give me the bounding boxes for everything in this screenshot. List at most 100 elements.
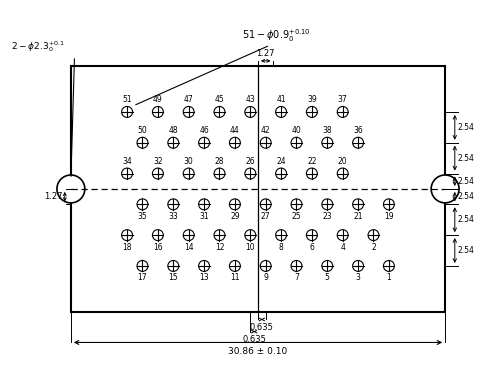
Circle shape (245, 168, 256, 179)
Text: 34: 34 (122, 157, 132, 166)
Text: 20: 20 (338, 157, 347, 166)
Circle shape (431, 175, 459, 203)
Circle shape (198, 137, 209, 148)
Circle shape (229, 261, 241, 271)
Circle shape (337, 168, 348, 179)
Text: 49: 49 (153, 96, 163, 105)
Text: 48: 48 (168, 126, 178, 135)
Circle shape (122, 230, 133, 241)
Text: 1: 1 (387, 273, 391, 282)
Text: 47: 47 (184, 96, 194, 105)
Text: 35: 35 (138, 212, 148, 221)
Text: 14: 14 (184, 243, 194, 252)
Circle shape (183, 168, 194, 179)
Circle shape (352, 137, 363, 148)
Text: 31: 31 (199, 212, 209, 221)
Circle shape (214, 168, 225, 179)
Circle shape (245, 230, 256, 241)
Circle shape (276, 106, 287, 117)
Circle shape (245, 106, 256, 117)
Text: 44: 44 (230, 126, 240, 135)
Text: 1.27: 1.27 (45, 192, 63, 201)
Text: 2.54: 2.54 (457, 192, 474, 201)
Circle shape (152, 168, 163, 179)
Text: 43: 43 (246, 96, 255, 105)
Circle shape (229, 199, 241, 210)
Circle shape (352, 199, 363, 210)
Circle shape (137, 199, 148, 210)
Circle shape (384, 261, 395, 271)
Text: 46: 46 (199, 126, 209, 135)
Text: 17: 17 (138, 273, 148, 282)
Circle shape (291, 261, 302, 271)
Text: 11: 11 (230, 273, 240, 282)
Text: 7: 7 (294, 273, 299, 282)
Text: 2.54: 2.54 (457, 215, 474, 224)
Text: 2.54: 2.54 (457, 123, 474, 132)
Text: 8: 8 (279, 243, 284, 252)
Text: 2: 2 (371, 243, 376, 252)
Text: 33: 33 (168, 212, 178, 221)
Bar (71, 66, 445, 312)
Text: 24: 24 (276, 157, 286, 166)
Circle shape (260, 199, 271, 210)
Circle shape (152, 106, 163, 117)
Circle shape (168, 137, 179, 148)
Text: 12: 12 (215, 243, 224, 252)
Text: $2-\phi2.3^{+0.1}_{0}$: $2-\phi2.3^{+0.1}_{0}$ (11, 39, 65, 53)
Circle shape (137, 137, 148, 148)
Text: 4: 4 (340, 243, 345, 252)
Text: 27: 27 (261, 212, 270, 221)
Circle shape (260, 261, 271, 271)
Text: 9: 9 (263, 273, 268, 282)
Text: 45: 45 (215, 96, 224, 105)
Text: 23: 23 (322, 212, 332, 221)
Text: 22: 22 (307, 157, 317, 166)
Text: 19: 19 (384, 212, 394, 221)
Text: 30.86 ± 0.10: 30.86 ± 0.10 (228, 347, 288, 356)
Circle shape (337, 230, 348, 241)
Text: $51-\phi0.9^{+0.10}_{0}$: $51-\phi0.9^{+0.10}_{0}$ (242, 27, 311, 44)
Text: 51: 51 (122, 96, 132, 105)
Circle shape (306, 230, 317, 241)
Circle shape (322, 199, 333, 210)
Circle shape (57, 175, 85, 203)
Circle shape (152, 230, 163, 241)
Circle shape (168, 261, 179, 271)
Text: 28: 28 (215, 157, 224, 166)
Text: 21: 21 (353, 212, 363, 221)
Text: 18: 18 (122, 243, 132, 252)
Text: 5: 5 (325, 273, 330, 282)
Circle shape (276, 168, 287, 179)
Circle shape (260, 137, 271, 148)
Text: 32: 32 (153, 157, 163, 166)
Circle shape (183, 230, 194, 241)
Text: 41: 41 (276, 96, 286, 105)
Circle shape (214, 230, 225, 241)
Text: 2.54: 2.54 (457, 246, 474, 255)
Circle shape (384, 199, 395, 210)
Text: 42: 42 (261, 126, 270, 135)
Circle shape (337, 106, 348, 117)
Circle shape (352, 261, 363, 271)
Text: 1.27: 1.27 (256, 50, 275, 58)
Circle shape (183, 106, 194, 117)
Text: 36: 36 (353, 126, 363, 135)
Circle shape (198, 199, 209, 210)
Circle shape (122, 168, 133, 179)
Circle shape (306, 106, 317, 117)
Text: 15: 15 (168, 273, 178, 282)
Text: 30: 30 (184, 157, 194, 166)
Circle shape (168, 199, 179, 210)
Circle shape (276, 230, 287, 241)
Text: 0.635: 0.635 (250, 323, 274, 332)
Text: 40: 40 (292, 126, 301, 135)
Circle shape (291, 199, 302, 210)
Text: 6: 6 (309, 243, 314, 252)
Text: 3: 3 (356, 273, 360, 282)
Text: 0.635: 0.635 (242, 335, 266, 344)
Text: 37: 37 (338, 96, 347, 105)
Circle shape (229, 137, 241, 148)
Circle shape (214, 106, 225, 117)
Text: 10: 10 (246, 243, 255, 252)
